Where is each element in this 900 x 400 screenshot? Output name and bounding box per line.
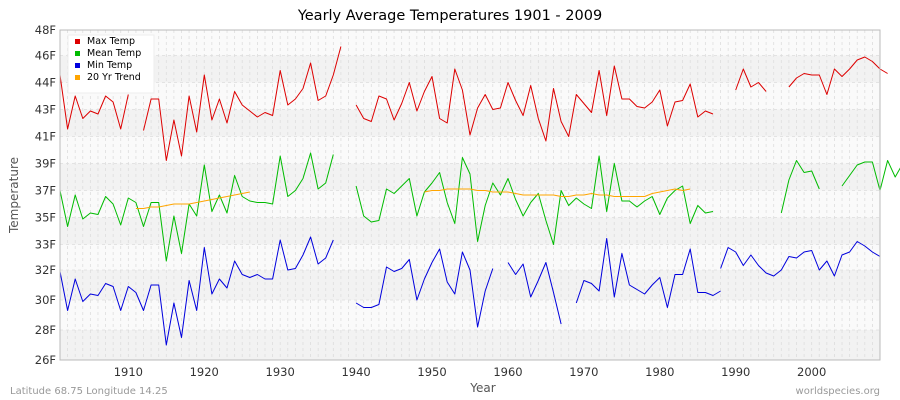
footer-source: worldspecies.org: [796, 386, 880, 397]
x-tick-label: 1980: [645, 365, 674, 379]
series-line-min-temp: [355, 248, 494, 328]
series-line-mean-temp: [780, 160, 820, 214]
legend-label: Max Temp: [87, 36, 135, 47]
series-line-min-temp: [59, 236, 334, 346]
y-tick-label: 43F: [35, 103, 56, 117]
series-line-max-temp: [59, 74, 129, 130]
x-tick-label: 1960: [493, 365, 522, 379]
series-line-min-temp: [575, 238, 721, 308]
series-line-max-temp: [788, 56, 888, 95]
series-line-max-temp: [143, 46, 342, 161]
series-line-mean-temp: [355, 155, 714, 245]
y-tick-label: 46F: [35, 49, 56, 63]
series-line-max-temp: [355, 65, 714, 142]
x-tick-label: 1930: [266, 365, 295, 379]
chart-title: Yearly Average Temperatures 1901 - 2009: [297, 8, 602, 24]
x-tick-label: 1990: [721, 365, 750, 379]
series-line-mean-temp: [59, 152, 334, 262]
legend-swatch: [75, 63, 80, 68]
series-line-mean-temp: [841, 160, 900, 191]
y-axis-title: Temperature: [7, 157, 21, 234]
y-tick-label: 26F: [35, 353, 56, 367]
y-tick-label: 48F: [35, 23, 56, 37]
legend-label: Min Temp: [87, 60, 132, 71]
y-tick-label: 30F: [35, 293, 56, 307]
y-tick-label: 35F: [35, 211, 56, 225]
x-axis-tick-labels: 1910 1920 1930 1940 1950 1960 1970 1980 1990 2000: [114, 365, 827, 379]
x-axis-title: Year: [469, 381, 495, 395]
x-tick-label: 1970: [569, 365, 598, 379]
y-axis-tick-labels: 26F 28F 30F 32F 33F 35F 37F 39F 41F 43F 44F 46F 48F: [35, 23, 56, 367]
series-line-20-yr-trend: [135, 191, 250, 209]
footer-coordinates: Latitude 68.75 Longitude 14.25: [10, 386, 168, 397]
y-tick-label: 28F: [35, 323, 56, 337]
y-tick-label: 37F: [35, 184, 56, 198]
y-tick-label: 41F: [35, 130, 56, 144]
series-line-max-temp: [735, 68, 767, 92]
series-lines: [59, 46, 900, 346]
y-tick-label: 33F: [35, 238, 56, 252]
x-tick-label: 1920: [190, 365, 219, 379]
x-tick-label: 1950: [417, 365, 446, 379]
legend-swatch: [75, 39, 80, 44]
legend-label: Mean Temp: [87, 48, 141, 59]
x-tick-label: 1910: [114, 365, 143, 379]
x-tick-label: 1940: [341, 365, 370, 379]
y-tick-label: 32F: [35, 263, 56, 277]
series-line-min-temp: [507, 262, 562, 325]
legend-swatch: [75, 75, 80, 80]
legend-label: 20 Yr Trend: [87, 72, 141, 83]
series-line-20-yr-trend: [424, 188, 691, 197]
legend-box: [67, 34, 155, 94]
y-tick-label: 44F: [35, 76, 56, 90]
legend-swatch: [75, 51, 80, 56]
y-tick-label: 39F: [35, 157, 56, 171]
plot-border: [59, 29, 881, 361]
x-tick-label: 2000: [797, 365, 826, 379]
series-line-min-temp: [720, 241, 881, 277]
